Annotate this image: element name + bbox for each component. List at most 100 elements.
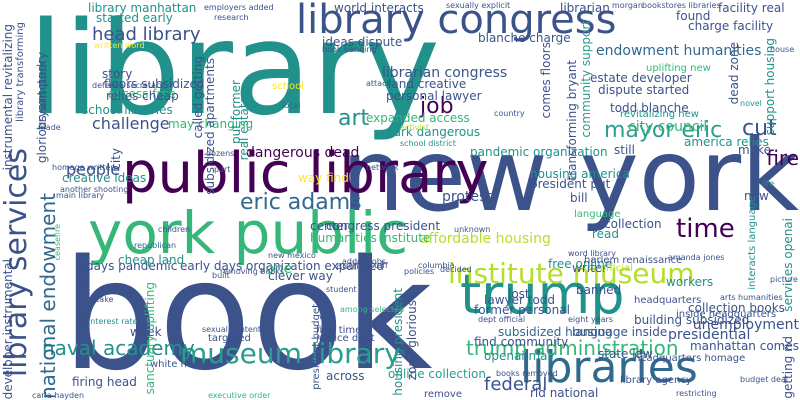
word-stake: stake (92, 295, 114, 304)
word-facility-real: facility real (718, 1, 785, 15)
word-personal-lawyer: personal lawyer (386, 89, 482, 103)
word-days-pandemic: days pandemic (86, 259, 178, 273)
word-way-find: way find (298, 171, 349, 185)
word-written-word: written word (94, 41, 145, 50)
word-ceasefire: ceasefire (53, 224, 62, 261)
word-lawyer-todd: lawyer todd (484, 293, 556, 307)
word-former-personal: former personal (474, 303, 570, 317)
word-another-shooting: another shooting (60, 185, 129, 194)
word-built: built (212, 271, 230, 280)
word-unemployment: unemployment (692, 317, 799, 333)
word-creative-ideas: creative ideas (62, 171, 147, 185)
word-harlem-renaissance: harlem renaissance (584, 255, 683, 266)
word-ideas-dispute: ideas dispute (322, 35, 403, 49)
word-employers-added: employers added (204, 3, 274, 12)
word-library: library (28, 0, 440, 144)
word-executive-order: executive order (208, 391, 271, 400)
word-park-dangerous: park dangerous (386, 125, 481, 139)
word-library-manhattan: library manhattan (88, 1, 197, 15)
word-life: life (762, 179, 775, 188)
word-headquarters-homage: headquarters homage (634, 353, 746, 364)
word-organization-expanded: organization expanded (246, 259, 384, 273)
word-research: research (214, 13, 249, 22)
word-library-agency: library agency (620, 375, 692, 386)
word-decided: decided (440, 265, 472, 274)
word-new: new (744, 189, 769, 203)
word-firing-head: firing head (72, 375, 137, 389)
word-trump-administration: trump administration (466, 336, 679, 360)
word-new-mexico: new mexico (268, 251, 316, 260)
word-estate-developer: estate developer (590, 71, 692, 85)
word-story: story (102, 67, 133, 81)
word-may-changing: may changing (168, 117, 254, 131)
word-activist: activist (400, 123, 429, 132)
word-access-free: access free (108, 87, 176, 101)
word-book-bans: book bans (74, 262, 93, 345)
word-institute-museum: institute museum (448, 257, 695, 290)
word-president-put: president put (530, 177, 611, 191)
word-novel: novel (740, 99, 762, 108)
word-presidential: presidential (668, 327, 751, 343)
word-writer: writer (572, 261, 608, 275)
word-main-library: main library (56, 191, 105, 200)
word-make: make (738, 143, 771, 157)
word-books-removed: books removed (496, 369, 558, 378)
word-school-libraries: school libraries (82, 103, 173, 117)
word-cheap-land: cheap land (118, 253, 185, 267)
word-interest-rate: interest rate (88, 317, 138, 326)
word-pandemic-organization: pandemic organization (470, 145, 608, 159)
word-library-transforming: library transforming (15, 22, 26, 122)
word-center: center (310, 219, 349, 233)
word-remove: remove (424, 389, 462, 400)
word-among-selected: among selected (340, 305, 405, 314)
word-people: people (66, 160, 121, 179)
word-week: week (130, 325, 162, 339)
word-republican: republican (134, 241, 177, 250)
word-early-days: early days (180, 259, 243, 273)
word-language-inside: language inside (572, 325, 668, 339)
word-openai-may: openai may (484, 349, 555, 363)
word-library-congress: library congress (296, 0, 617, 43)
word-services-openai: services openai (781, 218, 795, 312)
word-carla-hayden: carla hayden (32, 391, 85, 400)
word-subsidized-housing: subsidized housing (498, 325, 613, 339)
word-cut: cut (742, 116, 777, 141)
word-put-former: put former (229, 80, 243, 145)
word-eight-years: eight years (568, 315, 613, 324)
word-targeted: targeted (208, 333, 251, 344)
word-restricting: restricting (676, 389, 717, 398)
word-word-library: word library (568, 249, 616, 258)
word-house: house (770, 45, 795, 54)
word-dozens: dozens (206, 149, 235, 158)
word-new-york: new york (341, 117, 799, 234)
word-white-house: white house (150, 359, 211, 370)
word-city-council: city council (628, 119, 708, 135)
word-revitalizing-new: revitalizing new (620, 109, 699, 120)
word-naval-academy: naval academy (42, 336, 195, 360)
word-housing-america: housing america (530, 167, 630, 181)
word-official: official (600, 263, 633, 274)
word-zone-glorious: zone glorious (405, 300, 419, 381)
word-blanche-charge: blanche charge (478, 31, 571, 45)
word-city: city (109, 148, 123, 170)
word-fire: fire (766, 146, 799, 170)
word-headquarters: headquarters (634, 295, 702, 306)
word-librarian: librarian (560, 1, 610, 15)
word-protest: protest (442, 189, 492, 205)
word-removing-books: removing books (220, 267, 285, 276)
word-one: one (266, 261, 293, 277)
word-librarian-congress: librarian congress (382, 65, 508, 81)
word-president-budget: president budget (311, 304, 322, 390)
word-uplifting-new: uplifting new (646, 63, 711, 74)
word-picture: picture (770, 275, 798, 284)
word-children: children (158, 225, 191, 234)
word-made: made (38, 123, 61, 132)
word-public-library: public library (122, 141, 489, 206)
word-bookstores-libraries: bookstores libraries (642, 1, 721, 10)
word-todd-blanche: todd blanche (610, 101, 689, 115)
word-lost: lost (508, 287, 530, 301)
word-rid-national: rid national (530, 386, 599, 400)
word-affordable-housing: affordable housing (420, 231, 551, 247)
word-found: found (676, 9, 711, 23)
word-state-law: state law (598, 347, 653, 361)
